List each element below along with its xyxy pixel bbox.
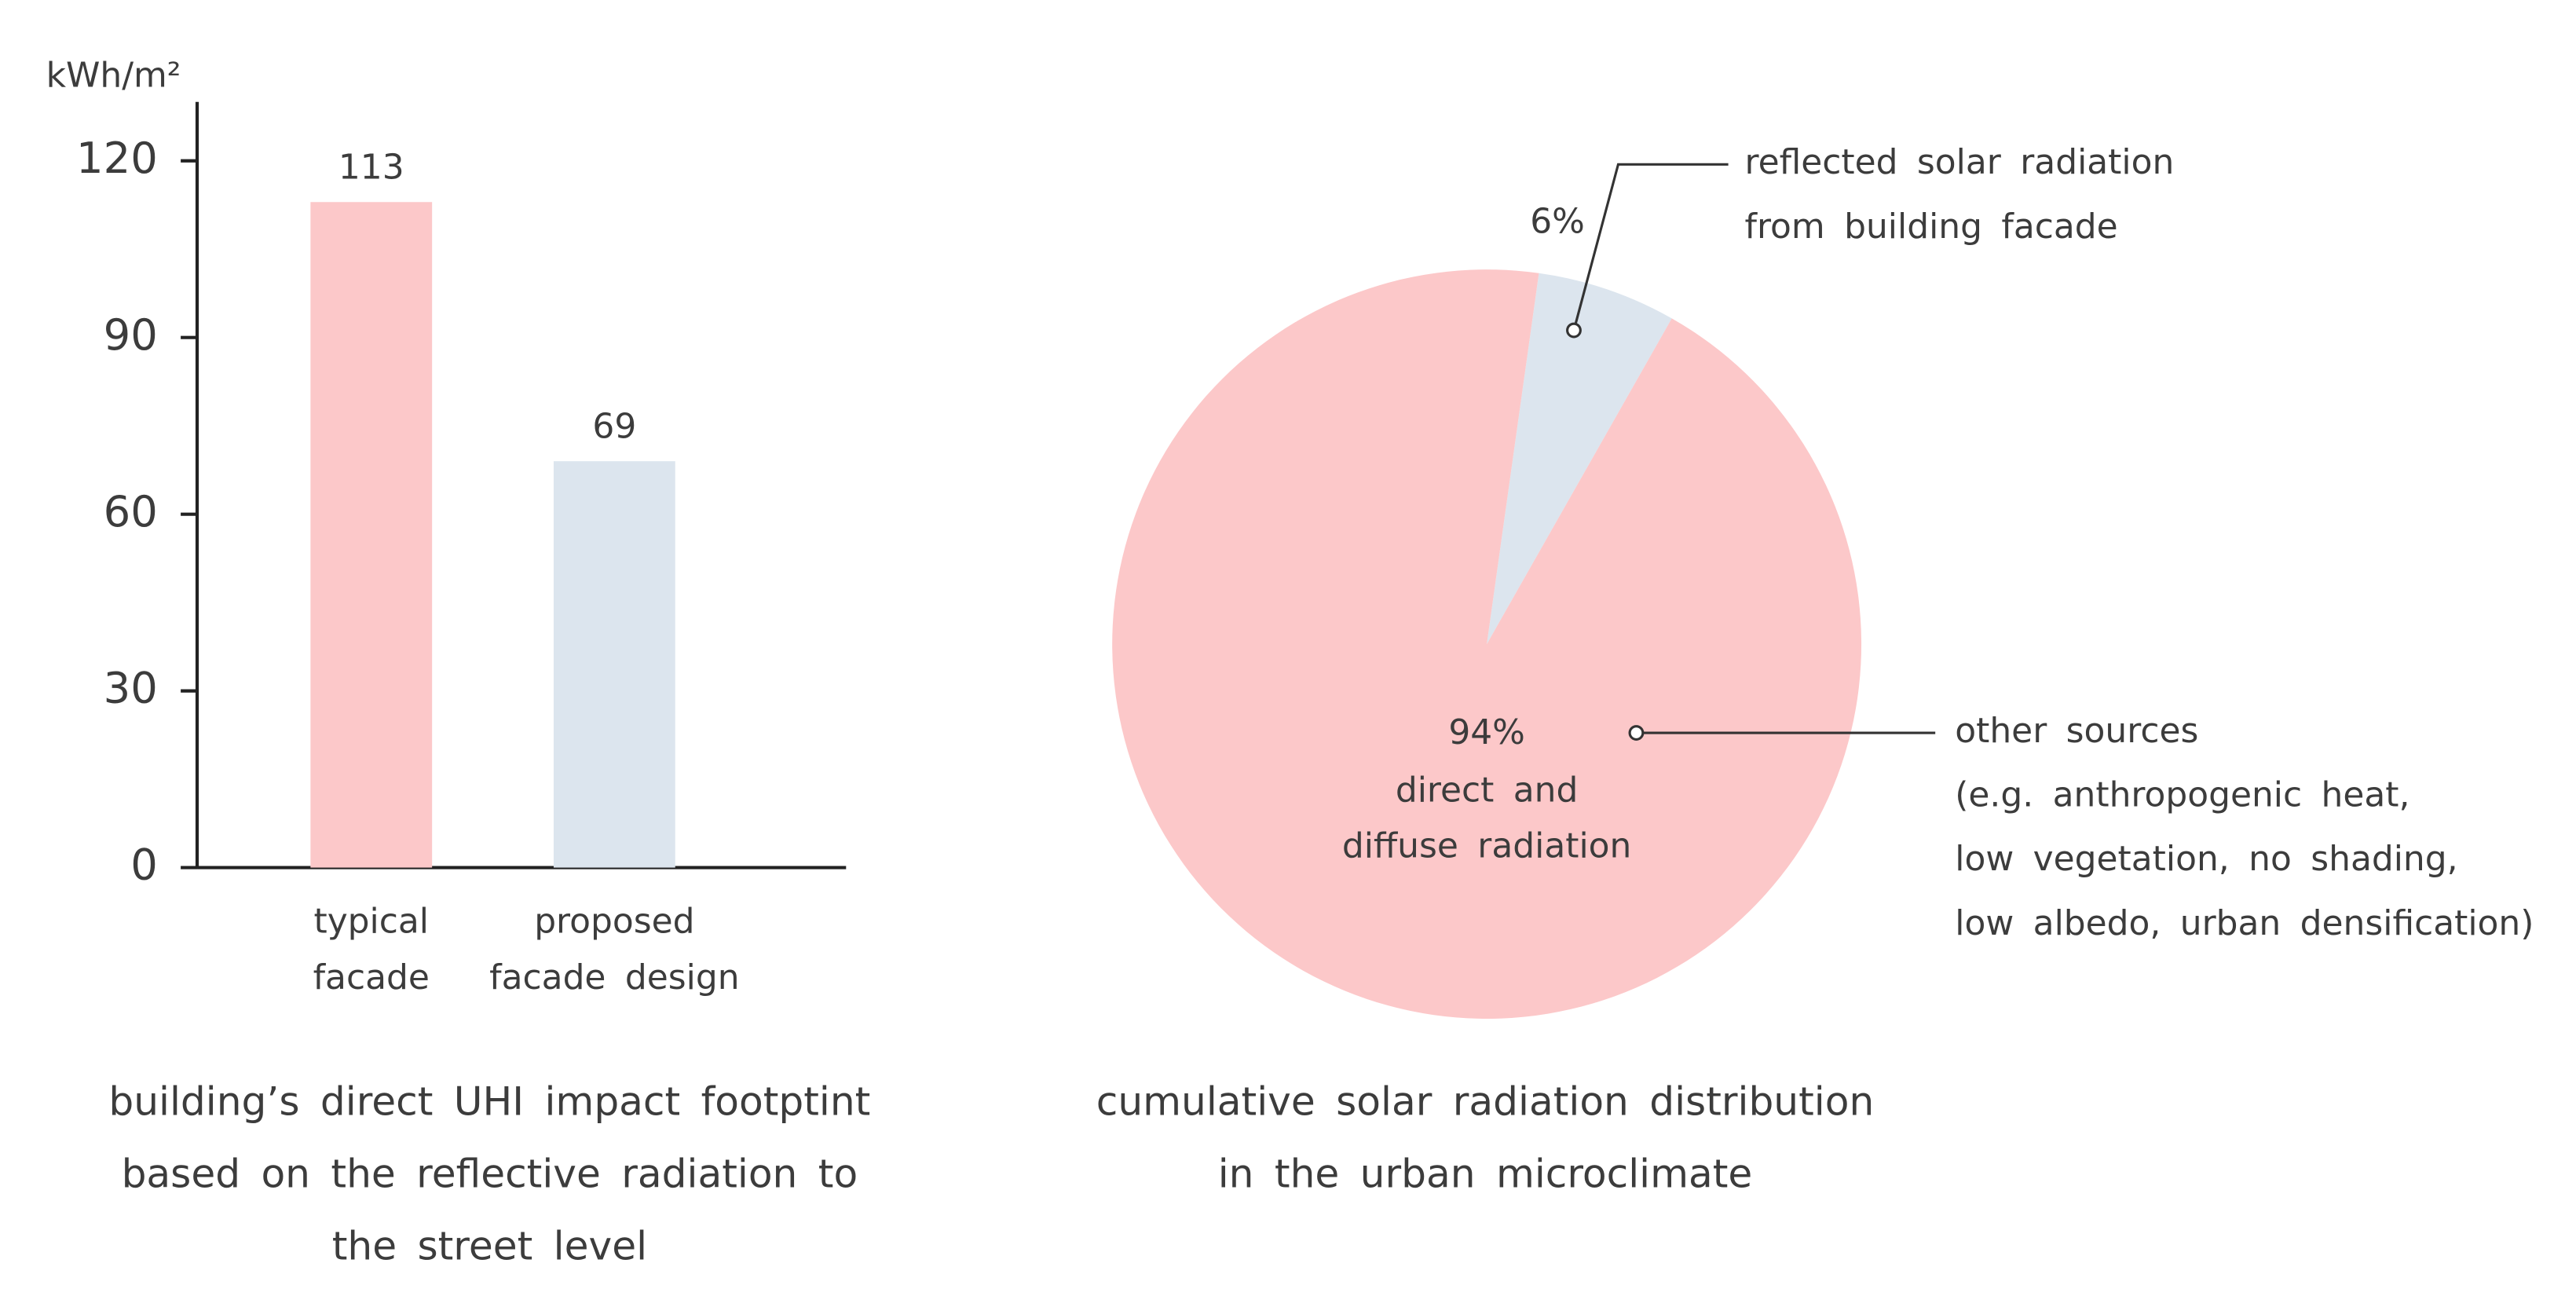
callout-label: (e.g. anthropogenic heat, bbox=[1955, 775, 2410, 815]
y-tick-label: 60 bbox=[104, 487, 158, 536]
pie-slice bbox=[1487, 273, 1672, 645]
callout-label: low albedo, urban densification) bbox=[1955, 903, 2534, 943]
y-axis-label: kWh/m² bbox=[46, 55, 181, 95]
y-tick-label: 120 bbox=[76, 134, 158, 183]
callout-label: low vegetation, no shading, bbox=[1955, 839, 2457, 879]
value-label: 69 bbox=[592, 406, 636, 446]
y-tick-label: 0 bbox=[130, 840, 158, 890]
pie-value-label: 6% bbox=[1530, 202, 1585, 242]
callout-dot bbox=[1566, 322, 1582, 339]
chart-title: the street level bbox=[332, 1222, 647, 1269]
callout-line bbox=[1572, 163, 1729, 331]
pie-inner-label: diffuse radiation bbox=[1342, 826, 1631, 866]
callout-label: from building facade bbox=[1745, 207, 2118, 247]
x-tick-label: facade bbox=[313, 957, 430, 998]
chart-title: in the urban microclimate bbox=[1218, 1150, 1753, 1196]
chart-title: based on the reflective radiation to bbox=[122, 1150, 858, 1196]
callout-dot bbox=[1628, 725, 1645, 741]
bar bbox=[310, 202, 433, 868]
bar bbox=[553, 461, 675, 868]
y-tick-label: 30 bbox=[104, 664, 158, 713]
x-tick-label: typical bbox=[313, 902, 429, 942]
pie-inner-label: direct and bbox=[1396, 770, 1579, 810]
x-tick-label: proposed bbox=[534, 902, 694, 942]
pie-value-label: 94% bbox=[1448, 712, 1525, 752]
value-label: 113 bbox=[338, 147, 404, 187]
callout-label: other sources bbox=[1955, 711, 2198, 751]
chart-title: building’s direct UHI impact footptint bbox=[108, 1078, 870, 1124]
y-tick-label: 90 bbox=[104, 310, 158, 360]
callout-label: reflected solar radiation bbox=[1745, 142, 2175, 182]
chart-title: cumulative solar radiation distribution bbox=[1096, 1078, 1875, 1124]
x-tick-label: facade design bbox=[489, 957, 739, 998]
pie-slice bbox=[1112, 269, 1862, 1020]
